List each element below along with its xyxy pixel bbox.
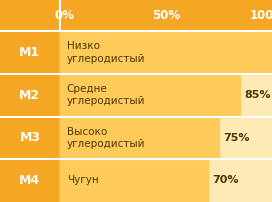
- Bar: [60, 159, 208, 202]
- Bar: [60, 31, 272, 74]
- Bar: [60, 159, 272, 202]
- Text: Средне
углеродистый: Средне углеродистый: [67, 84, 145, 106]
- Text: 85%: 85%: [244, 90, 271, 100]
- Text: M1: M1: [19, 46, 41, 59]
- Bar: [60, 31, 272, 74]
- Bar: [60, 117, 219, 159]
- Text: 75%: 75%: [223, 133, 249, 143]
- Bar: [60, 0, 272, 31]
- Text: Чугун: Чугун: [67, 176, 98, 185]
- Text: Высоко
углеродистый: Высоко углеродистый: [67, 127, 145, 149]
- Text: Низко
углеродистый: Низко углеродистый: [67, 41, 145, 64]
- Text: M2: M2: [19, 89, 41, 102]
- Text: 70%: 70%: [212, 176, 239, 185]
- Text: M3: M3: [19, 131, 41, 144]
- Bar: [60, 74, 272, 117]
- Bar: [60, 117, 272, 159]
- Text: 0%: 0%: [54, 9, 74, 22]
- Text: M4: M4: [19, 174, 41, 187]
- Bar: [60, 74, 240, 117]
- Text: 100%: 100%: [250, 9, 272, 22]
- Bar: [0, 0, 60, 202]
- Text: 50%: 50%: [152, 9, 180, 22]
